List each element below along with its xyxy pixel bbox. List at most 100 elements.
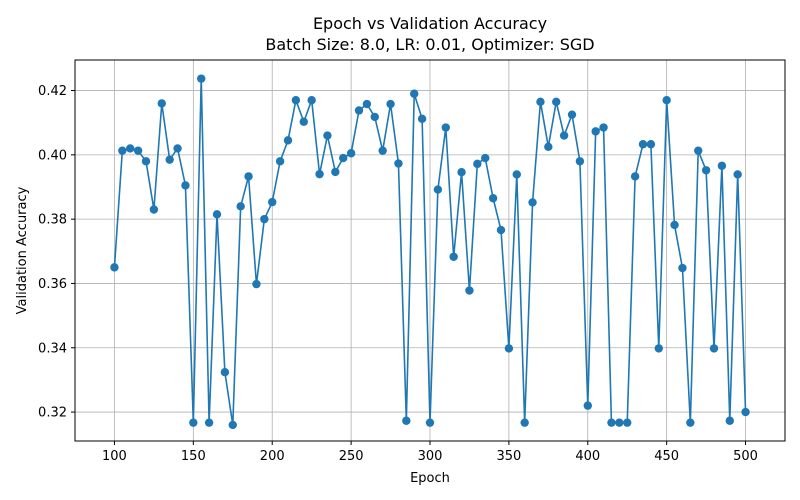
y-tick-label: 0.42 — [38, 84, 67, 99]
data-point — [220, 367, 230, 377]
data-point — [315, 169, 324, 179]
data-point — [536, 97, 545, 106]
data-point — [260, 214, 269, 224]
data-point — [283, 136, 293, 145]
data-point — [670, 220, 679, 230]
chart-subtitle: Batch Size: 8.0, LR: 0.01, Optimizer: SG… — [265, 35, 594, 54]
data-point — [252, 279, 261, 289]
y-tick-label: 0.34 — [38, 341, 67, 356]
data-point — [181, 181, 190, 190]
data-point — [275, 157, 285, 166]
y-tick-label: 0.32 — [38, 406, 67, 421]
data-point — [228, 420, 237, 430]
x-tick-label: 100 — [102, 449, 127, 464]
data-point — [741, 407, 750, 417]
data-point — [268, 197, 277, 207]
data-point — [583, 401, 592, 410]
data-point — [638, 140, 648, 149]
data-point — [481, 153, 490, 163]
x-tick-label: 150 — [181, 449, 206, 464]
data-point — [646, 140, 656, 149]
data-point — [465, 286, 474, 295]
x-tick-label: 250 — [339, 449, 364, 464]
data-point — [173, 144, 182, 153]
data-point — [212, 210, 222, 219]
data-point — [607, 418, 616, 427]
series — [110, 74, 750, 430]
data-point — [504, 344, 514, 353]
data-point — [370, 112, 379, 122]
data-point — [339, 153, 348, 163]
data-point — [204, 418, 214, 427]
data-point — [141, 157, 151, 166]
data-point — [425, 418, 435, 427]
data-point — [552, 97, 561, 106]
data-point — [623, 418, 632, 427]
data-point — [544, 142, 553, 152]
data-point — [473, 159, 482, 169]
data-point — [323, 131, 332, 140]
data-point — [567, 110, 577, 119]
data-point — [417, 114, 427, 124]
y-tick-label: 0.40 — [38, 148, 67, 163]
data-point — [528, 198, 537, 207]
data-point — [433, 185, 443, 194]
data-point — [496, 225, 506, 235]
data-point — [701, 166, 711, 175]
data-point — [441, 123, 450, 132]
data-point — [520, 418, 529, 427]
data-point — [149, 205, 159, 214]
data-point — [686, 418, 695, 427]
y-axis-label: Validation Accuracy — [15, 186, 30, 314]
x-tick-label: 450 — [654, 449, 679, 464]
data-point — [410, 89, 419, 98]
data-point — [189, 418, 198, 427]
x-tick-label: 300 — [418, 449, 443, 464]
data-point — [694, 146, 703, 155]
data-point — [299, 117, 308, 126]
data-point — [733, 170, 742, 179]
data-point — [110, 263, 119, 272]
y-tick-label: 0.38 — [38, 213, 67, 228]
data-point — [630, 172, 640, 181]
data-point — [236, 202, 245, 211]
data-point — [386, 99, 395, 109]
data-point — [678, 263, 687, 273]
data-point — [346, 149, 356, 158]
data-point — [126, 144, 135, 153]
data-point — [709, 344, 719, 353]
data-point — [717, 161, 727, 170]
data-point — [654, 344, 663, 353]
data-point — [488, 194, 498, 203]
y-axis-ticks: 0.32 0.34 0.36 0.38 0.40 0.42 — [38, 84, 75, 421]
y-tick-label: 0.36 — [38, 277, 67, 292]
data-point — [559, 131, 569, 140]
data-point — [615, 418, 624, 427]
data-point — [133, 146, 143, 155]
data-point — [331, 167, 340, 177]
data-point — [307, 95, 316, 105]
data-point — [157, 99, 166, 108]
x-axis-label: Epoch — [410, 471, 450, 486]
data-point — [197, 74, 206, 83]
data-point — [378, 146, 387, 155]
x-tick-label: 400 — [575, 449, 600, 464]
data-point — [575, 157, 585, 166]
x-tick-label: 350 — [496, 449, 521, 464]
data-point — [512, 170, 521, 179]
data-point — [354, 106, 364, 115]
grid — [75, 60, 785, 441]
x-tick-label: 500 — [733, 449, 758, 464]
chart-title: Epoch vs Validation Accuracy — [313, 14, 547, 33]
data-point — [449, 252, 458, 261]
x-axis-ticks: 100 150 200 250 300 350 400 450 500 — [102, 441, 758, 464]
data-point — [244, 172, 253, 181]
data-point — [599, 123, 608, 132]
data-point — [165, 155, 174, 164]
data-point — [457, 168, 466, 177]
data-point — [362, 99, 372, 109]
data-point — [118, 146, 127, 155]
data-point — [291, 95, 301, 105]
x-tick-label: 200 — [260, 449, 285, 464]
